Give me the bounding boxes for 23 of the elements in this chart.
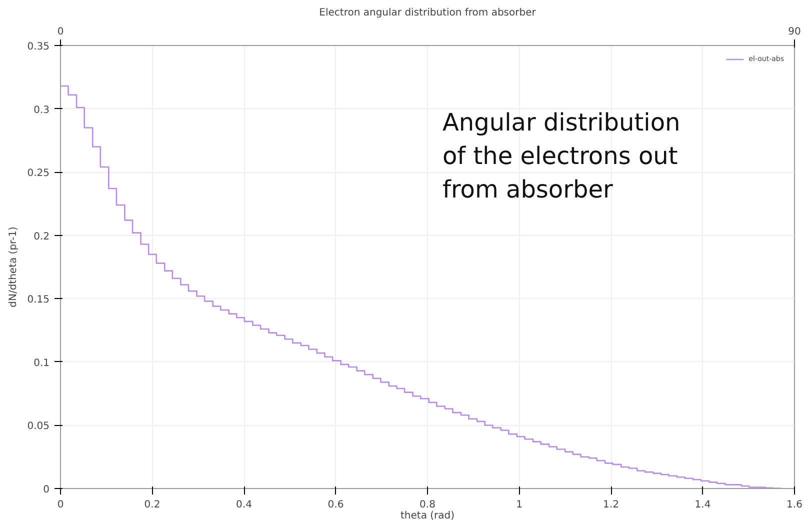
x2-tick-label: 0 [57, 26, 64, 38]
y-tick-label: 0.15 [27, 294, 50, 306]
x-tick-label: 0.8 [420, 500, 436, 510]
x-tick-label: 0.2 [144, 500, 160, 510]
x-tick-label: 1.4 [694, 500, 711, 510]
x-tick-label: 0.4 [236, 500, 252, 510]
x-tick-label: 1 [516, 500, 522, 510]
x-tick-label: 1.2 [603, 500, 619, 510]
annotation: Angular distribution of the electrons out from absorber [442, 108, 680, 204]
x-tick-label: 0 [57, 500, 64, 510]
y-tick-label: 0.2 [34, 231, 50, 242]
chart-title: Electron angular distribution from absorber [319, 8, 537, 18]
x2-tick-label: 90 [788, 26, 801, 38]
y-tick-label: 0.35 [27, 42, 50, 52]
y-tick-label: 0.1 [34, 358, 50, 369]
y-tick-label: 0.05 [27, 421, 50, 432]
y-tick-label: 0 [43, 484, 50, 496]
x-tick-label: 1.6 [786, 500, 802, 510]
x-axis-title: theta (rad) [400, 510, 455, 522]
y-tick-label: 0.25 [27, 168, 50, 180]
x-tick-label: 0.6 [328, 500, 344, 510]
y-tick-label: 0.3 [34, 104, 50, 116]
y-axis-title: dN/dtheta (pr-1) [8, 226, 20, 308]
